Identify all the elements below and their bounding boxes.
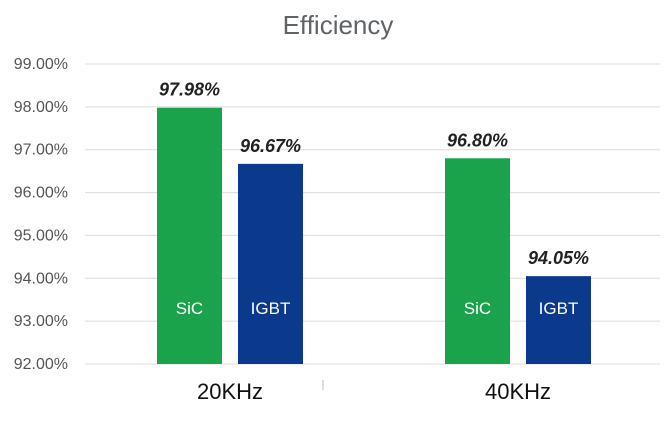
series-label: SiC xyxy=(176,299,203,318)
y-tick-label: 99.00% xyxy=(14,56,68,73)
data-label: 97.98% xyxy=(159,80,220,100)
chart-title: Efficiency xyxy=(283,10,394,40)
bar-sic-20khz xyxy=(157,107,222,364)
data-label: 96.67% xyxy=(240,136,301,156)
bar-igbt-40khz xyxy=(526,276,591,364)
bar-igbt-20khz xyxy=(238,163,303,364)
series-label: IGBT xyxy=(539,299,579,318)
y-tick-label: 96.00% xyxy=(14,185,68,202)
y-tick-label: 95.00% xyxy=(14,227,68,244)
series-label: IGBT xyxy=(251,299,291,318)
data-label: 94.05% xyxy=(528,248,589,268)
x-axis-ticks: 20KHz 40KHz xyxy=(197,379,551,404)
y-tick-label: 98.00% xyxy=(14,99,68,116)
series-label: SiC xyxy=(464,299,491,318)
x-tick-label: 40KHz xyxy=(485,379,551,404)
y-tick-label: 93.00% xyxy=(14,313,68,330)
x-tick-label: 20KHz xyxy=(197,379,263,404)
y-axis-ticks: 92.00% 93.00% 94.00% 95.00% 96.00% 97.00% 98.0… xyxy=(14,56,68,373)
y-tick-label: 94.00% xyxy=(14,270,68,287)
bar-sic-40khz xyxy=(445,158,510,364)
y-tick-label: 92.00% xyxy=(14,356,68,373)
y-tick-label: 97.00% xyxy=(14,142,68,159)
data-label: 96.80% xyxy=(447,130,508,150)
bars: 97.98% SiC 96.67% IGBT 96.80% SiC 94.05% IGBT xyxy=(157,80,591,364)
